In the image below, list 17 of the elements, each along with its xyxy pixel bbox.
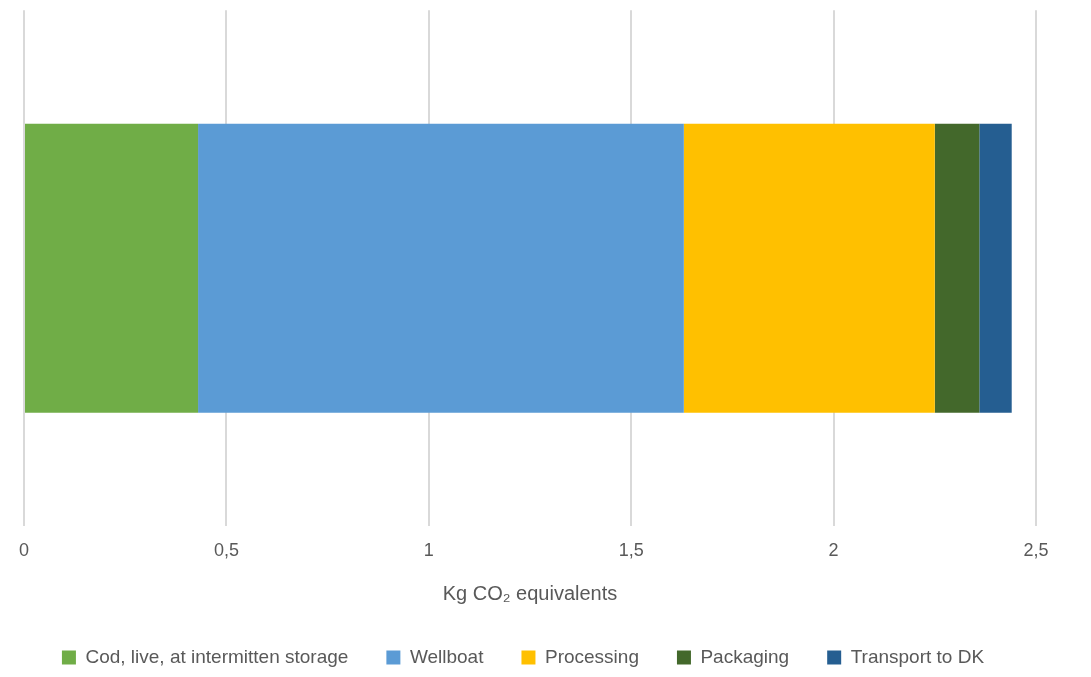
x-tick-label: 0 (18, 540, 30, 561)
x-tick-label: 0,5 (213, 540, 239, 561)
x-tick-label: 2 (828, 540, 839, 561)
x-tick-label: 1 (423, 540, 434, 561)
legend-label: Transport to DK (850, 645, 985, 667)
x-tick-label: 1,5 (618, 540, 644, 561)
bar (979, 123, 1012, 413)
legend-label: Packaging (700, 645, 790, 667)
legend-label: Cod, live, at intermitten storage (85, 645, 349, 667)
x-tick-label: 2,5 (1023, 540, 1049, 561)
bar (934, 123, 980, 413)
legend-label: Processing (544, 645, 639, 667)
x-axis-title: Kg CO₂ equivalents (442, 581, 618, 604)
bar (683, 123, 935, 413)
bar (198, 123, 684, 413)
legend-label: Wellboat (409, 645, 485, 667)
bar (25, 123, 199, 413)
